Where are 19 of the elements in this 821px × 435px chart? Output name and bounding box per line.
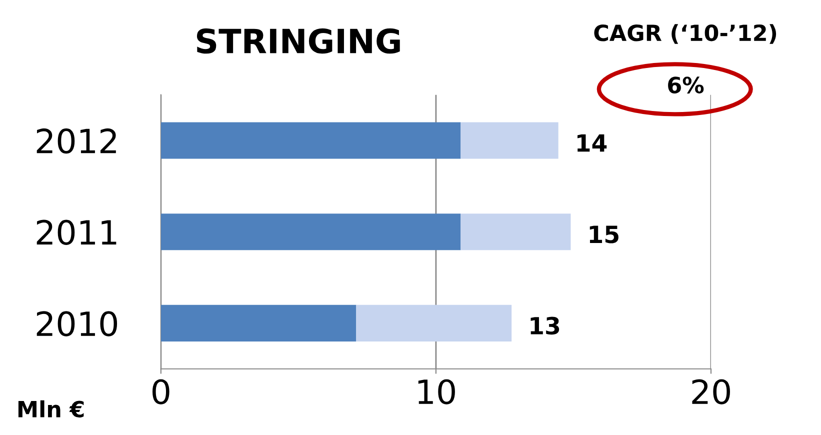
text: CAGR (‘10-’12) [594,24,776,44]
x-tick-label: 10 [418,379,455,404]
bar [460,122,558,159]
x-tick-label: 0 [152,379,170,404]
total-label: 14 [578,134,607,152]
total-label: 13 [530,316,560,335]
bar [160,304,356,342]
bar [160,214,461,250]
chart-title: STRINGING [196,28,400,54]
y-tick-label: 2012 [36,128,116,154]
text: 6% [668,76,704,94]
bar [160,122,461,159]
y-tick-label: 2011 [36,220,116,245]
x-tick-label: 20 [692,379,730,404]
y-tick-label: 2010 [36,311,118,336]
bar [460,214,571,250]
bar [356,304,512,342]
total-label: 15 [590,226,618,244]
text: Mln € [18,400,84,418]
